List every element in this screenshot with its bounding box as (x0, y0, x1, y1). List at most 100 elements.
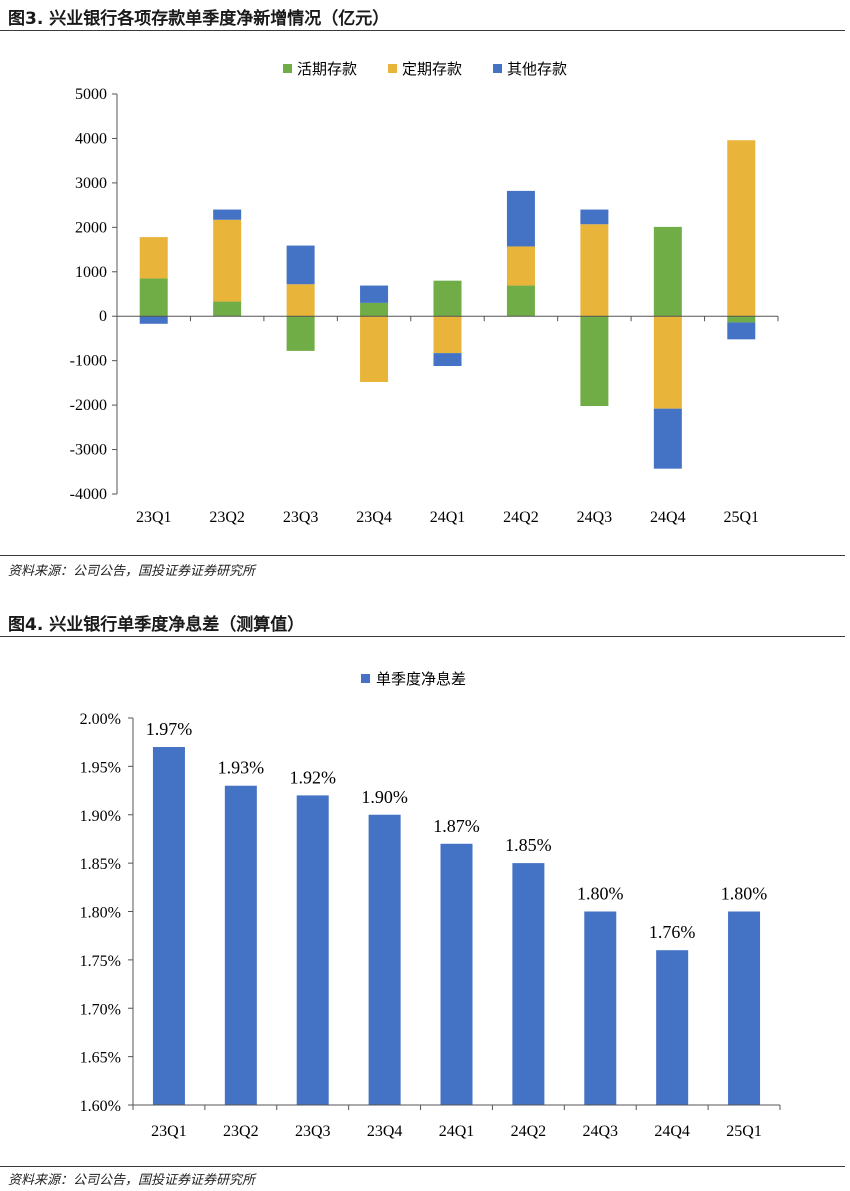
bar-25Q1-1 (727, 140, 756, 317)
y-tick-label: 1.60% (80, 1098, 121, 1115)
x-tick-label: 24Q3 (577, 509, 613, 526)
bar-24Q1 (440, 843, 473, 1105)
bar-24Q1-1 (433, 316, 462, 354)
x-tick-label: 23Q4 (356, 509, 392, 526)
y-tick-label: -1000 (70, 353, 107, 370)
bar-23Q2-0 (213, 301, 242, 317)
bar-23Q3-0 (286, 316, 315, 351)
y-tick-label: 1.80% (80, 905, 121, 922)
x-tick-label: 24Q3 (582, 1123, 618, 1140)
deposit-stacked-bar-chart: 活期存款 定期存款 其他存款 -4000 -3000 -2000 -1000 0 1000 200… (70, 60, 779, 526)
data-label: 1.90% (361, 787, 408, 807)
x-tick-label: 23Q3 (295, 1123, 331, 1140)
bar-25Q1-0 (727, 316, 756, 323)
bar-24Q2 (512, 863, 545, 1105)
data-label: 1.93% (218, 758, 265, 778)
x-tick-label: 25Q1 (723, 509, 759, 526)
y-tick-label: 1.95% (80, 759, 121, 776)
y-tick-label: -4000 (70, 486, 107, 503)
legend-swatch (361, 674, 370, 683)
bar-23Q4-2 (360, 285, 389, 303)
data-label: 1.92% (289, 767, 336, 787)
legend-swatch-2 (493, 64, 502, 73)
legend-label-1: 定期存款 (402, 60, 462, 78)
bar-23Q2 (224, 785, 257, 1105)
x-tick-label: 24Q2 (503, 509, 539, 526)
legend-label-2: 其他存款 (507, 60, 567, 78)
y-tick-label: -3000 (70, 442, 107, 459)
figure4-top-rule (0, 636, 845, 637)
bar-23Q1 (152, 747, 185, 1105)
bar-25Q1-2 (727, 322, 756, 340)
x-tick-label: 25Q1 (726, 1123, 762, 1140)
figure3-bottom-rule (0, 555, 845, 556)
data-label: 1.80% (721, 884, 768, 904)
x-tick-label: 23Q1 (136, 509, 172, 526)
figure4-title: 图4. 兴业银行单季度净息差（测算值） (8, 615, 305, 635)
y-tick-label: 2000 (75, 219, 107, 236)
bar-23Q4-1 (360, 316, 389, 382)
bar-24Q1-0 (433, 280, 462, 317)
x-tick-label: 24Q4 (650, 509, 686, 526)
bar-24Q4-0 (653, 226, 682, 317)
bar-24Q1-2 (433, 353, 462, 366)
data-label: 1.80% (577, 884, 624, 904)
y-tick-label: 0 (99, 308, 107, 325)
figure3-source: 资料来源：公司公告，国投证券证券研究所 (8, 564, 256, 579)
y-tick-label: 3000 (75, 175, 107, 192)
x-tick-label: 23Q2 (223, 1123, 259, 1140)
x-tick-label: 24Q2 (511, 1123, 547, 1140)
y-tick-label: 5000 (75, 86, 107, 103)
bar-25Q1 (728, 911, 761, 1105)
bar-24Q2-2 (506, 190, 535, 247)
y-tick-label: 1.85% (80, 856, 121, 873)
figure4-bottom-rule (0, 1166, 845, 1167)
bar-24Q4-2 (653, 408, 682, 469)
bar-24Q4 (656, 950, 689, 1105)
x-tick-label: 23Q1 (151, 1123, 187, 1140)
bar-23Q1-1 (139, 237, 168, 279)
x-tick-label: 24Q1 (430, 509, 466, 526)
bar-23Q2-2 (213, 209, 242, 220)
x-tick-label: 23Q3 (283, 509, 319, 526)
bar-24Q3-0 (580, 316, 609, 406)
figure3-top-rule (0, 30, 845, 31)
bar-24Q2-0 (506, 285, 535, 317)
y-tick-label: 1.65% (80, 1050, 121, 1067)
bar-23Q4-0 (360, 302, 389, 317)
bar-23Q2-1 (213, 219, 242, 302)
bar-23Q3-1 (286, 284, 315, 317)
y-tick-label: -2000 (70, 397, 107, 414)
figure3-title: 图3. 兴业银行各项存款单季度净新增情况（亿元） (8, 9, 390, 29)
y-tick-label: 4000 (75, 130, 107, 147)
legend-swatch-1 (388, 64, 397, 73)
y-tick-label: 2.00% (80, 711, 121, 728)
bar-23Q1-2 (139, 316, 168, 324)
x-tick-label: 24Q1 (439, 1123, 475, 1140)
bar-24Q3-1 (580, 224, 609, 317)
bar-24Q3 (584, 911, 617, 1105)
y-tick-label: 1.75% (80, 953, 121, 970)
data-label: 1.97% (146, 719, 193, 739)
bar-23Q3-2 (286, 245, 315, 285)
bar-23Q4 (368, 814, 401, 1105)
bar-24Q3-2 (580, 209, 609, 225)
data-label: 1.76% (649, 922, 696, 942)
y-tick-label: 1.70% (80, 1001, 121, 1018)
data-label: 1.87% (433, 816, 480, 836)
y-tick-label: 1.90% (80, 808, 121, 825)
y-tick-label: 1000 (75, 264, 107, 281)
figure4-source: 资料来源：公司公告，国投证券证券研究所 (8, 1173, 256, 1188)
x-tick-label: 23Q2 (209, 509, 245, 526)
legend-label-0: 活期存款 (297, 60, 357, 78)
bar-23Q1-0 (139, 278, 168, 317)
data-label: 1.85% (505, 835, 552, 855)
bar-24Q2-1 (506, 246, 535, 286)
bar-24Q4-1 (653, 316, 682, 409)
x-tick-label: 23Q4 (367, 1123, 403, 1140)
x-tick-label: 24Q4 (654, 1123, 690, 1140)
bar-23Q3 (296, 795, 329, 1105)
legend-swatch-0 (283, 64, 292, 73)
legend-label: 单季度净息差 (376, 670, 466, 688)
